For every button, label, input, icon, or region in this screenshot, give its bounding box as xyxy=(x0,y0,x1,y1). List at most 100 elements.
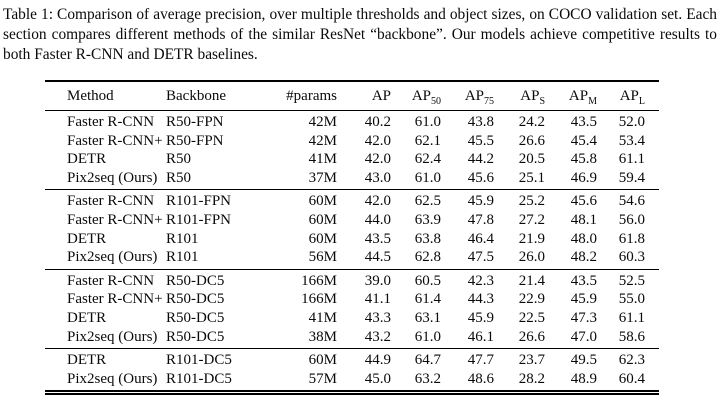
aps-cell: 26.6 xyxy=(518,132,545,149)
params-cell: 60M xyxy=(308,352,337,369)
params-cell: 42M xyxy=(308,114,337,130)
apm-cell: 48.0 xyxy=(570,230,597,247)
params-cell: 60M xyxy=(308,193,337,210)
apm-cell: 48.1 xyxy=(570,211,597,228)
apm-cell: 45.4 xyxy=(570,132,597,149)
table-row: Faster R-CNN+ R50-FPN 42M 42.0 62.1 45.5 26.6 4… xyxy=(45,132,659,151)
method-cell: Pix2seq (Ours) xyxy=(45,168,166,191)
ap-cell: 44.0 xyxy=(364,211,391,228)
column-header-apm: APM xyxy=(545,81,597,111)
header-label: AP xyxy=(464,87,484,104)
ap75-cell: 46.4 xyxy=(467,230,494,247)
aps-cell: 22.9 xyxy=(518,291,545,308)
method-cell: Pix2seq (Ours) xyxy=(45,327,166,350)
ap50-cell: 63.2 xyxy=(391,369,441,396)
backbone-cell: R101-DC5 xyxy=(166,352,232,369)
ap50-cell: 62.8 xyxy=(391,248,441,270)
backbone-cell: R50-FPN xyxy=(166,114,224,130)
apm-cell: 48.2 xyxy=(545,248,597,270)
ap50-cell: 63.8 xyxy=(414,230,441,247)
table-row: Pix2seq (Ours) R101 56M 44.5 62.8 47.5 26.0 48.… xyxy=(45,248,659,270)
aps-cell: 26.6 xyxy=(494,327,545,350)
ap75-cell: 42.3 xyxy=(467,272,494,289)
ap75-cell: 47.7 xyxy=(467,352,494,369)
ap75-cell: 47.5 xyxy=(441,248,494,270)
apl-cell: 52.0 xyxy=(618,114,645,130)
ap75-cell: 44.3 xyxy=(467,291,494,308)
table-row: Faster R-CNN R101-FPN 60M 42.0 62.5 45.9 25.2 4… xyxy=(45,190,659,211)
column-header-ap: AP xyxy=(337,81,391,111)
backbone-cell: R101 xyxy=(166,248,267,270)
table-section: Faster R-CNN R101-FPN 60M 42.0 62.5 45.9 25.2 4… xyxy=(45,190,659,270)
apl-cell: 56.0 xyxy=(618,211,645,228)
table-caption: Table 1: Comparison of average precision… xyxy=(3,6,717,63)
table-row: Faster R-CNN R50-FPN 42M 40.2 61.0 43.8 24.2 43… xyxy=(45,111,659,132)
backbone-cell: R50-DC5 xyxy=(166,272,225,289)
ap50-cell: 63.9 xyxy=(414,211,441,228)
ap50-cell: 61.0 xyxy=(391,327,441,350)
apm-cell: 45.6 xyxy=(570,193,597,210)
ap-cell: 43.5 xyxy=(364,230,391,247)
backbone-cell: R101-FPN xyxy=(166,211,232,228)
ap50-cell: 61.4 xyxy=(414,291,441,308)
method-cell: Faster R-CNN xyxy=(67,272,155,289)
ap75-cell: 43.8 xyxy=(467,114,494,130)
apl-cell: 60.4 xyxy=(597,369,659,396)
params-cell: 41M xyxy=(308,151,337,168)
apl-cell: 58.6 xyxy=(597,327,659,350)
method-cell: DETR xyxy=(67,230,107,247)
column-header-apl: APL xyxy=(597,81,659,111)
params-cell: 166M xyxy=(301,272,337,289)
ap-cell: 40.2 xyxy=(364,114,391,130)
ap-cell: 43.2 xyxy=(337,327,391,350)
method-cell: DETR xyxy=(67,352,107,369)
apm-cell: 47.0 xyxy=(545,327,597,350)
ap75-cell: 45.5 xyxy=(467,132,494,149)
params-cell: 60M xyxy=(308,230,337,247)
method-cell: DETR xyxy=(67,151,107,168)
aps-cell: 27.2 xyxy=(518,211,545,228)
apm-cell: 43.5 xyxy=(570,114,597,130)
column-header-method: Method xyxy=(45,81,166,111)
aps-cell: 21.9 xyxy=(518,230,545,247)
ap50-cell: 61.0 xyxy=(391,168,441,191)
method-cell: Faster R-CNN xyxy=(67,193,155,210)
table-row: DETR R50-DC5 41M 43.3 63.1 45.9 22.5 47.3 61.1 xyxy=(45,309,659,328)
ap75-cell: 44.2 xyxy=(467,151,494,168)
params-cell: 37M xyxy=(267,168,337,191)
apl-cell: 62.3 xyxy=(618,352,645,369)
table-section: Faster R-CNN R50-FPN 42M 40.2 61.0 43.8 24.2 43… xyxy=(45,111,659,191)
ap75-cell: 45.9 xyxy=(467,309,494,326)
ap50-cell: 62.4 xyxy=(414,151,441,168)
header-subscript: 50 xyxy=(431,95,441,107)
header-label: #params xyxy=(286,87,337,104)
aps-cell: 26.0 xyxy=(494,248,545,270)
apl-cell: 53.4 xyxy=(618,132,645,149)
ap-cell: 41.1 xyxy=(364,291,391,308)
method-cell: Faster R-CNN+ xyxy=(67,291,163,308)
method-cell: DETR xyxy=(67,309,107,326)
table-row: Pix2seq (Ours) R50 37M 43.0 61.0 45.6 25.1 46.9… xyxy=(45,168,659,191)
header-label: Backbone xyxy=(166,87,226,104)
apl-cell: 61.8 xyxy=(618,230,645,247)
ap75-cell: 45.6 xyxy=(441,168,494,191)
column-header-backbone: Backbone xyxy=(166,81,267,111)
apm-cell: 45.9 xyxy=(570,291,597,308)
apl-cell: 61.1 xyxy=(618,151,645,168)
table-row: Faster R-CNN+ R50-DC5 166M 41.1 61.4 44.3 22.9… xyxy=(45,290,659,309)
apm-cell: 47.3 xyxy=(570,309,597,326)
header-label: AP xyxy=(568,87,589,104)
aps-cell: 23.7 xyxy=(518,352,545,369)
aps-cell: 25.1 xyxy=(494,168,545,191)
backbone-cell: R101-DC5 xyxy=(166,369,267,396)
table-row: Pix2seq (Ours) R50-DC5 38M 43.2 61.0 46.1 26.6… xyxy=(45,327,659,350)
params-cell: 56M xyxy=(267,248,337,270)
method-cell: Pix2seq (Ours) xyxy=(45,369,166,396)
ap50-cell: 64.7 xyxy=(414,352,441,369)
ap-cell: 45.0 xyxy=(337,369,391,396)
ap50-cell: 60.5 xyxy=(414,272,441,289)
ap50-cell: 63.1 xyxy=(414,309,441,326)
header-label: AP xyxy=(411,87,431,104)
ap-cell: 43.0 xyxy=(337,168,391,191)
aps-cell: 25.2 xyxy=(518,193,545,210)
